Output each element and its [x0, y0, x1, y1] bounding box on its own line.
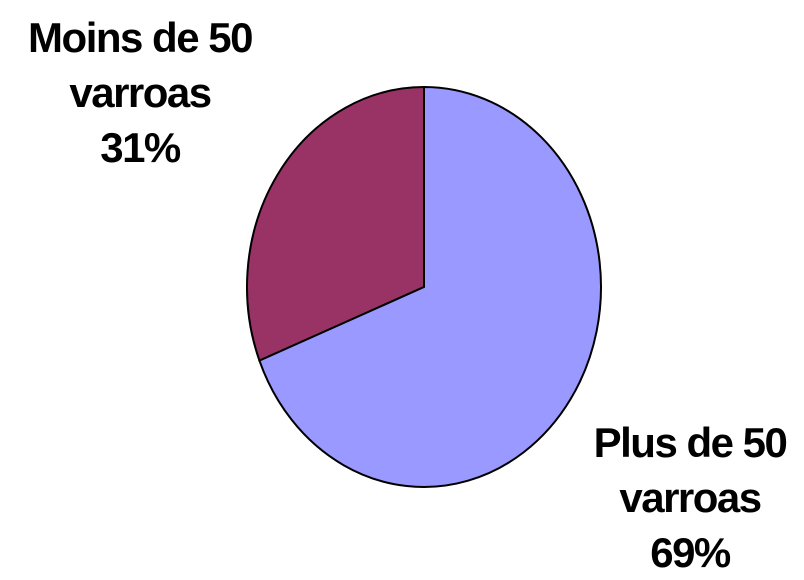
slice-label: Moins de 50 varroas 31% — [5, 10, 275, 175]
slice-label: Plus de 50 varroas 69% — [555, 415, 804, 580]
slice-value-label: 69% — [650, 529, 731, 576]
slice-category: Plus de 50 varroas — [593, 419, 788, 521]
pie-slice — [258, 85, 602, 488]
slice-category: Moins de 50 varroas — [28, 14, 253, 116]
slice-value-label: 31% — [100, 124, 181, 171]
pie-slice — [246, 85, 425, 362]
